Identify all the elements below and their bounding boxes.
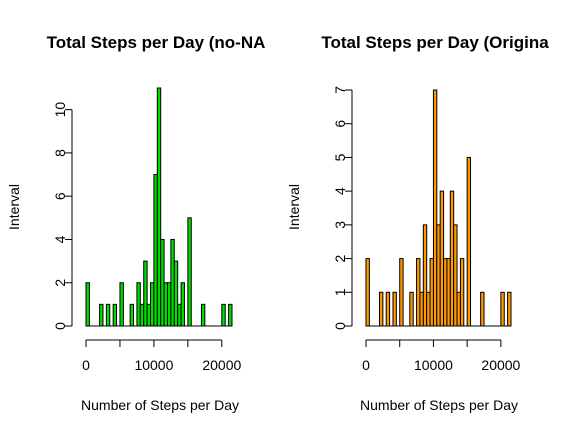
right-bar-17: [453, 224, 458, 327]
right-x-axis-label: Number of Steps per Day: [360, 397, 518, 413]
right-bar-8: [422, 224, 428, 327]
left-bar-17: [173, 260, 179, 327]
right-bar-0: [365, 258, 370, 327]
right-bar-2: [385, 291, 391, 327]
left-bar-14: [163, 282, 168, 327]
left-y-axis-label: Interval: [6, 184, 22, 230]
left-bar-20: [187, 217, 192, 327]
left-y-tick-label-1: 2: [52, 279, 68, 287]
left-bar-10: [150, 282, 155, 327]
right-y-tick-label-4: 4: [332, 187, 348, 195]
right-bar-21: [480, 291, 485, 327]
right-y-axis-label: Interval: [286, 184, 302, 230]
left-y-tick-label-0: 0: [52, 322, 68, 330]
left-bar-19: [180, 282, 185, 327]
right-bar-9: [426, 291, 431, 327]
left-bar-8: [143, 260, 148, 327]
right-x-tick-label-1: 10000: [414, 357, 453, 373]
right-y-tick-label-5: 5: [332, 153, 348, 161]
right-bar-5: [409, 291, 414, 327]
right-bar-22: [500, 291, 505, 327]
right-y-tick-label-2: 2: [332, 254, 348, 262]
right-bar-6: [416, 258, 421, 327]
right-bar-4: [399, 258, 404, 327]
left-y-tick-label-3: 6: [52, 192, 68, 200]
left-y-tick-label-2: 4: [52, 235, 68, 243]
left-chart-title: Total Steps per Day (no-NA: [47, 33, 266, 52]
left-x-axis-label: Number of Steps per Day: [81, 397, 239, 413]
left-x-tick-label-0: 0: [82, 357, 90, 373]
left-bar-23: [228, 303, 233, 327]
right-bar-10: [429, 258, 434, 327]
left-bar-21: [200, 303, 206, 327]
left-bar-4: [119, 282, 124, 327]
left-bar-16: [170, 238, 175, 327]
right-bar-23: [507, 291, 512, 327]
right-bar-18: [456, 291, 461, 327]
right-bar-13: [439, 190, 445, 327]
right-histogram-panel: Total Steps per Day (Origina Number of S…: [286, 33, 549, 413]
right-y-tick-label-1: 1: [332, 288, 348, 296]
right-bar-19: [459, 258, 465, 327]
right-y-tick-label-6: 6: [332, 120, 348, 128]
left-x-tick-label-1: 10000: [134, 357, 173, 373]
right-bar-1: [378, 291, 384, 327]
left-bar-12: [156, 87, 162, 327]
left-bar-6: [136, 282, 141, 327]
left-y-tick-label-4: 8: [52, 149, 68, 157]
left-x-axis: 0 10000 20000: [82, 339, 241, 373]
right-bar-12: [436, 224, 441, 327]
right-x-tick-label-2: 20000: [481, 357, 520, 373]
right-bar-11: [432, 89, 438, 327]
right-y-tick-label-0: 0: [332, 322, 348, 330]
right-bars: [365, 89, 512, 327]
left-bar-3: [112, 303, 118, 327]
left-bar-1: [99, 303, 104, 327]
right-x-axis: 0 10000 20000: [362, 339, 521, 373]
right-bar-3: [392, 291, 397, 327]
left-bars: [85, 87, 233, 327]
right-bar-20: [466, 156, 472, 327]
left-y-tick-label-5: 10: [52, 102, 68, 118]
right-x-tick-label-0: 0: [362, 357, 370, 373]
right-bar-7: [419, 291, 424, 327]
left-bar-0: [85, 282, 90, 327]
left-bar-2: [105, 303, 111, 327]
right-y-tick-label-7: 7: [332, 86, 348, 94]
right-chart-title: Total Steps per Day (Origina: [321, 33, 549, 52]
left-bar-22: [221, 303, 226, 327]
left-bar-18: [177, 303, 182, 327]
left-histogram-panel: Total Steps per Day (no-NA Number of Ste…: [6, 33, 265, 413]
right-bar-16: [449, 190, 455, 327]
right-bar-14: [443, 258, 448, 327]
right-y-axis: 0 1 2 3 4 5 6 7: [332, 86, 353, 330]
left-y-axis: 0 2 4 6 8 10: [52, 102, 73, 330]
right-bar-15: [446, 258, 451, 327]
left-x-tick-label-2: 20000: [202, 357, 241, 373]
left-bar-5: [129, 303, 135, 327]
right-y-tick-label-3: 3: [332, 221, 348, 229]
